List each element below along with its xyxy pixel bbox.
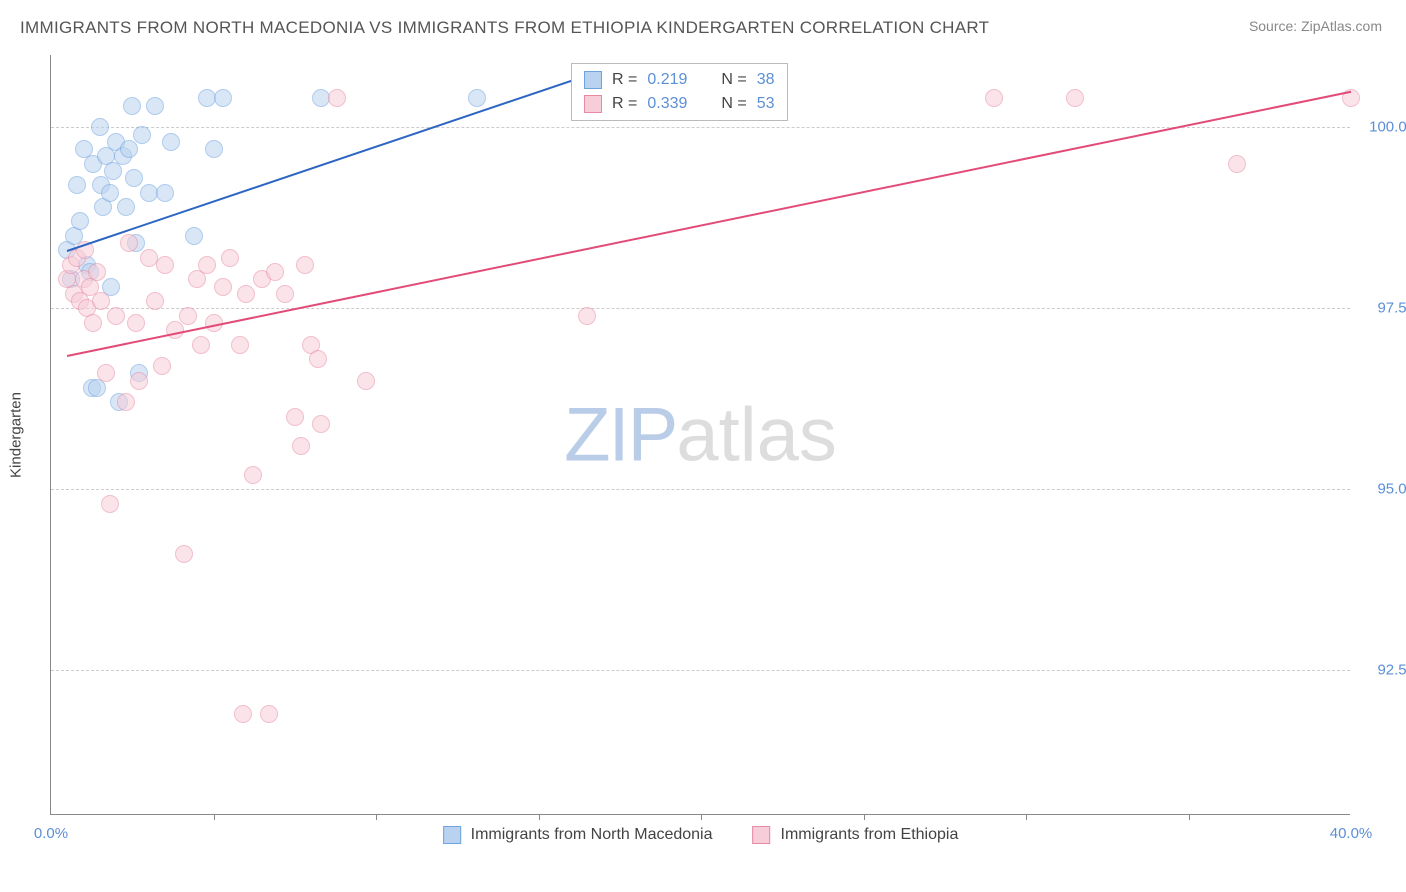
legend-swatch	[584, 95, 602, 113]
source-link[interactable]: ZipAtlas.com	[1301, 18, 1382, 34]
trend-line	[67, 91, 1351, 357]
legend-n-value: 38	[757, 71, 775, 89]
xtick-mark	[539, 814, 540, 820]
legend-n-label: N =	[721, 71, 746, 89]
legend-r-value: 0.219	[647, 71, 687, 89]
legend-swatch	[584, 71, 602, 89]
series-name: Immigrants from North Macedonia	[471, 826, 713, 844]
trend-lines-layer	[51, 55, 1350, 814]
y-axis-label: Kindergarten	[8, 392, 25, 478]
legend-n-value: 53	[757, 95, 775, 113]
legend-row: R = 0.339 N = 53	[572, 92, 787, 116]
xtick-label: 0.0%	[34, 825, 68, 842]
correlation-legend: R = 0.219 N = 38 R = 0.339 N = 53	[571, 63, 788, 121]
legend-r-label: R =	[612, 71, 637, 89]
ytick-label: 92.5%	[1360, 662, 1406, 679]
series-name: Immigrants from Ethiopia	[781, 826, 959, 844]
xtick-mark	[864, 814, 865, 820]
legend-r-value: 0.339	[647, 95, 687, 113]
source-prefix: Source:	[1249, 18, 1301, 34]
ytick-label: 97.5%	[1360, 300, 1406, 317]
legend-swatch	[753, 826, 771, 844]
ytick-label: 100.0%	[1360, 119, 1406, 136]
legend-row: R = 0.219 N = 38	[572, 68, 787, 92]
xtick-mark	[214, 814, 215, 820]
series-legend: Immigrants from North Macedonia Immigrant…	[443, 826, 959, 844]
xtick-mark	[701, 814, 702, 820]
xtick-label: 40.0%	[1330, 825, 1373, 842]
xtick-mark	[1026, 814, 1027, 820]
xtick-mark	[1189, 814, 1190, 820]
xtick-mark	[376, 814, 377, 820]
chart-title: IMMIGRANTS FROM NORTH MACEDONIA VS IMMIG…	[20, 18, 989, 38]
source-credit: Source: ZipAtlas.com	[1249, 18, 1382, 34]
series-legend-item: Immigrants from Ethiopia	[753, 826, 959, 844]
legend-swatch	[443, 826, 461, 844]
legend-n-label: N =	[721, 95, 746, 113]
ytick-label: 95.0%	[1360, 481, 1406, 498]
legend-r-label: R =	[612, 95, 637, 113]
plot-area: Kindergarten ZIPatlas 92.5%95.0%97.5%100…	[50, 55, 1350, 815]
trend-line	[67, 70, 604, 253]
series-legend-item: Immigrants from North Macedonia	[443, 826, 713, 844]
